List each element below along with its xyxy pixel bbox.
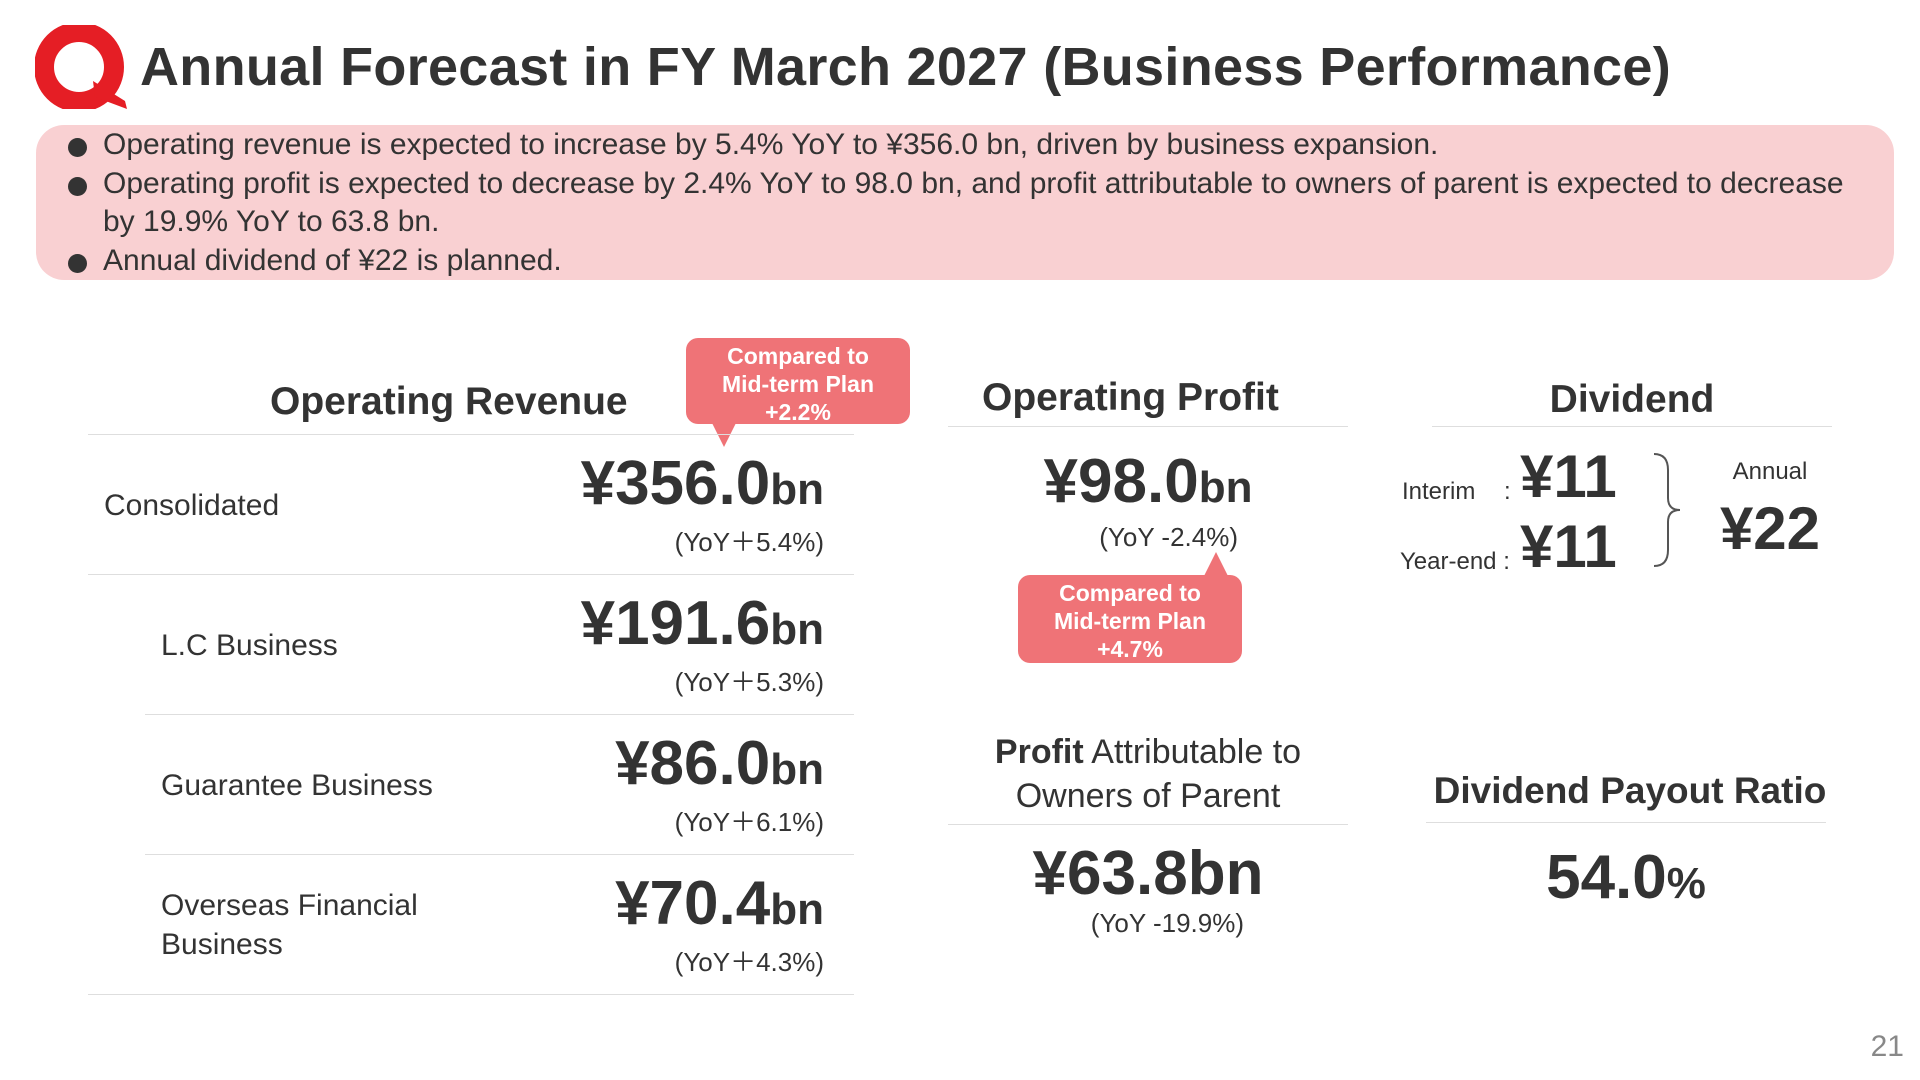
divider [948,824,1348,825]
revenue-row-label: Overseas Financial Business [161,889,418,961]
heading-bold: Profit [994,733,1084,771]
annual-label: Annual [1732,458,1808,485]
revenue-row-value: ¥70.4bn [615,868,824,939]
annual-value: ¥22 [1719,495,1821,562]
page-number: 21 [1870,1030,1904,1063]
revenue-row-value: ¥86.0bn [615,728,824,799]
summary-bullet: Operating revenue is expected to increas… [68,126,1868,165]
callout-text: Mid-term Plan [1053,608,1207,634]
heading-line2: Owners of Parent [1015,777,1281,815]
callout-text: Mid-term Plan [721,371,875,397]
payout-ratio-heading: Dividend Payout Ratio [1433,770,1827,811]
profit-midterm-callout: Compared to Mid-term Plan +4.7% [1018,575,1242,663]
summary-bullets: Operating revenue is expected to increas… [68,126,1868,280]
company-logo [35,25,127,109]
value-unit: bn [770,885,824,934]
revenue-row-yoy: (YoY＋4.3%) [674,947,824,977]
revenue-row-label: L.C Business [161,629,338,662]
divider [88,434,854,435]
attributable-profit-yoy: (YoY -19.9%) [1090,908,1244,938]
value-unit: bn [1198,463,1253,512]
heading-rest: Attributable to [1083,733,1302,771]
revenue-row-value: ¥191.6bn [581,588,824,659]
payout-ratio-value: 54.0% [1426,842,1826,913]
value-number: ¥86.0 [615,729,771,798]
revenue-row-yoy: (YoY＋5.4%) [674,527,824,557]
operating-profit-heading: Operating Profit [982,376,1279,419]
callout-text: +2.2% [765,399,831,425]
yearend-value: ¥11 [1520,513,1617,580]
interim-label: Interim [1402,478,1476,505]
divider [88,994,854,995]
revenue-row-yoy: (YoY＋6.1%) [674,807,824,837]
callout-text: Compared to [727,343,869,369]
revenue-row-yoy: (YoY＋5.3%) [674,667,824,697]
value-unit: bn [770,745,824,794]
divider [145,854,854,855]
value-number: ¥356.0 [580,449,771,518]
yearend-label: Year-end : [1400,548,1510,575]
value-number: ¥98.0 [1043,447,1199,516]
callout-pointer [712,423,736,447]
operating-profit-yoy: (YoY -2.4%) [1099,522,1238,552]
value-unit: bn [770,465,824,514]
revenue-row-label: Guarantee Business [161,769,433,802]
attributable-profit-value: ¥63.8bn [1032,839,1264,908]
divider [145,714,854,715]
divider [1432,426,1832,427]
value-number: ¥191.6 [580,589,771,658]
value-number: ¥70.4 [615,869,771,938]
interim-separator: : [1504,478,1511,505]
callout-text: +4.7% [1097,636,1163,662]
divider [88,574,854,575]
value-number: 54.0 [1546,843,1667,912]
page-title: Annual Forecast in FY March 2027 (Busine… [140,37,1672,97]
attributable-profit-heading: Profit Attributable to Owners of Parent [948,730,1348,818]
operating-revenue-heading: Operating Revenue [270,380,628,423]
summary-bullet: Annual dividend of ¥22 is planned. [68,242,1868,281]
divider [948,426,1348,427]
revenue-midterm-callout: Compared to Mid-term Plan +2.2% [686,338,910,425]
revenue-row-value: ¥356.0bn [581,448,824,519]
operating-profit-value: ¥98.0bn [948,446,1348,517]
callout-text: Compared to [1059,580,1201,606]
summary-box [36,125,1894,280]
divider [1426,822,1826,823]
brace-icon [1653,453,1681,567]
value-unit: % [1666,859,1706,908]
revenue-row-label: Consolidated [104,489,280,522]
callout-pointer [1204,552,1228,576]
interim-value: ¥11 [1520,443,1617,510]
value-unit: bn [770,605,824,654]
summary-bullet: Operating profit is expected to decrease… [68,165,1868,242]
dividend-heading: Dividend [1549,378,1715,421]
